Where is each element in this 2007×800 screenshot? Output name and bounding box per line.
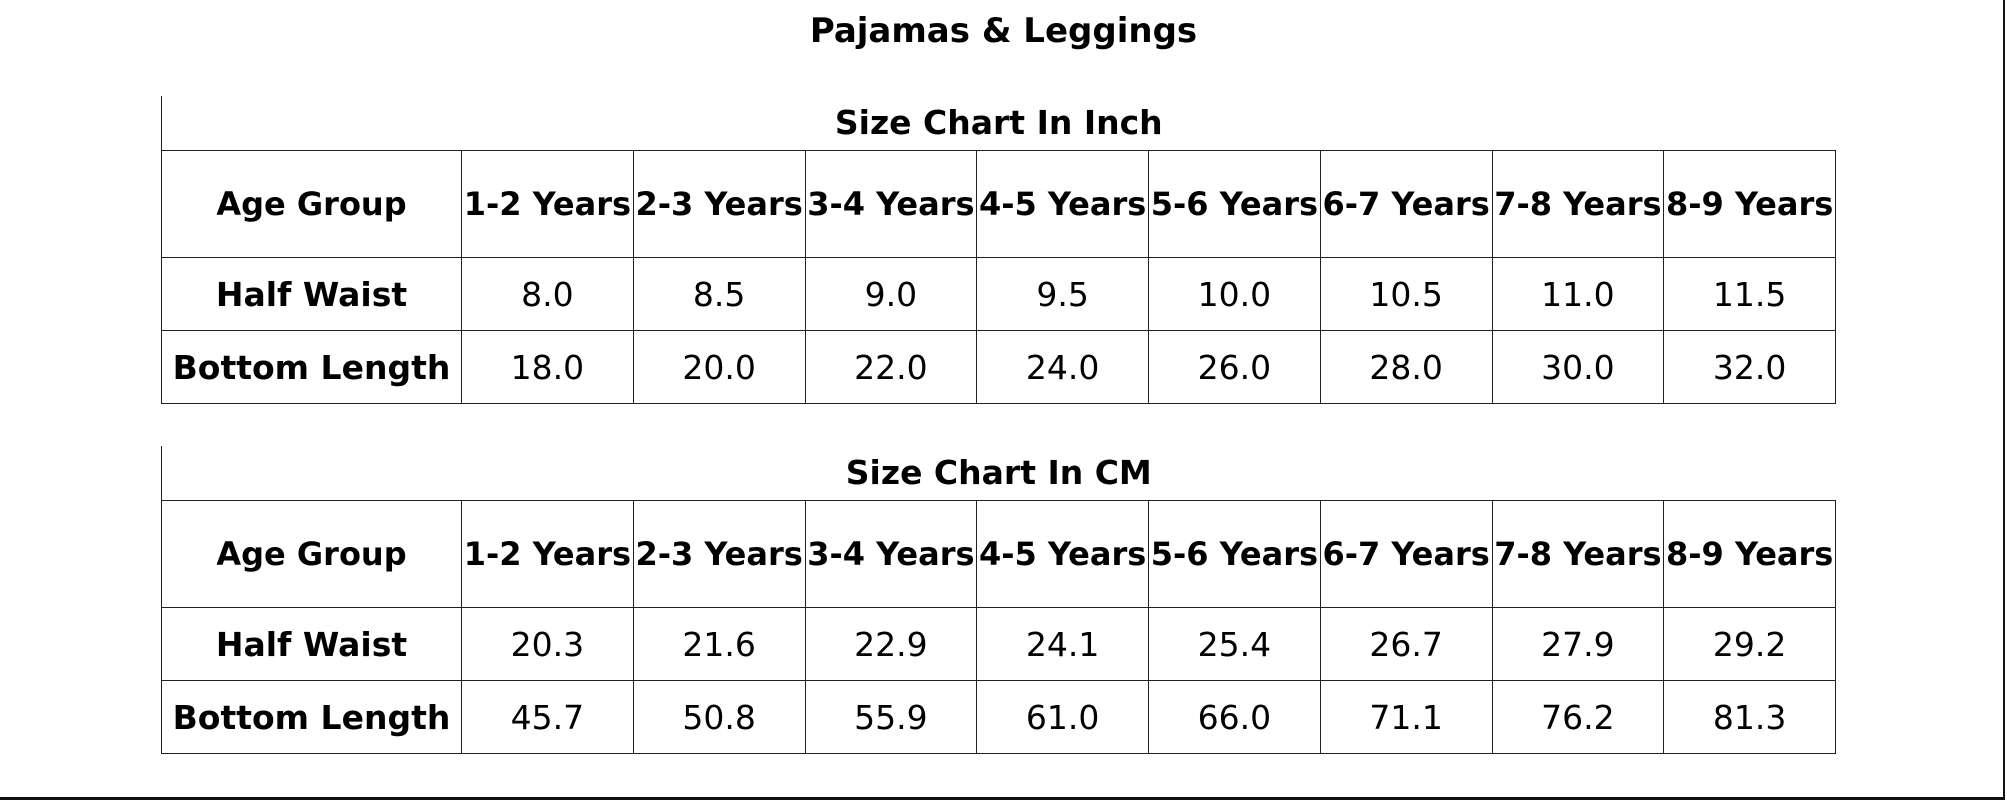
table-cell: 22.9 <box>804 607 978 681</box>
table-cell: 71.1 <box>1319 680 1493 754</box>
column-header: 5-6 Years <box>1148 150 1321 258</box>
size-chart-cm-table: Size Chart In CM Age Group 1-2 Years 2-3… <box>160 446 1837 754</box>
column-header: 4-5 Years <box>976 500 1149 608</box>
table-row: Half Waist 20.3 21.6 22.9 24.1 25.4 26.7… <box>161 607 1837 681</box>
table-cell: 25.4 <box>1148 607 1321 681</box>
table-cell: 20.3 <box>461 607 634 681</box>
column-header: 2-3 Years <box>632 500 806 608</box>
row-label: Bottom Length <box>161 330 462 404</box>
table-cell: 20.0 <box>632 330 806 404</box>
column-header: 2-3 Years <box>632 150 806 258</box>
table-caption-row: Size Chart In Inch <box>160 96 1836 151</box>
table-cell: 10.0 <box>1148 257 1321 331</box>
row-label: Bottom Length <box>161 680 462 754</box>
table-cell: 21.6 <box>632 607 806 681</box>
table-cell: 26.0 <box>1148 330 1321 404</box>
table-cell: 29.2 <box>1663 607 1837 681</box>
table-cell: 22.0 <box>804 330 978 404</box>
table-cell: 18.0 <box>461 330 634 404</box>
column-header: 6-7 Years <box>1319 500 1493 608</box>
table-cell: 61.0 <box>976 680 1149 754</box>
table-cell: 26.7 <box>1319 607 1493 681</box>
table-row: Bottom Length 45.7 50.8 55.9 61.0 66.0 7… <box>161 680 1837 754</box>
table-cell: 8.5 <box>632 257 806 331</box>
table-cell: 24.0 <box>976 330 1149 404</box>
table-cell: 28.0 <box>1319 330 1493 404</box>
column-header: 7-8 Years <box>1491 500 1665 608</box>
column-header: 8-9 Years <box>1663 150 1837 258</box>
column-header: 5-6 Years <box>1148 500 1321 608</box>
table-caption-row: Size Chart In CM <box>160 446 1836 501</box>
table-cell: 81.3 <box>1663 680 1837 754</box>
table-header-row: Age Group 1-2 Years 2-3 Years 3-4 Years … <box>161 500 1837 608</box>
table-cell: 50.8 <box>632 680 806 754</box>
table-cell: 45.7 <box>461 680 634 754</box>
table-cell: 32.0 <box>1663 330 1837 404</box>
table-cell: 24.1 <box>976 607 1149 681</box>
table-cell: 30.0 <box>1491 330 1665 404</box>
table-cell: 10.5 <box>1319 257 1493 331</box>
column-header: 8-9 Years <box>1663 500 1837 608</box>
table-cell: 76.2 <box>1491 680 1665 754</box>
size-chart-inch-table: Size Chart In Inch Age Group 1-2 Years 2… <box>160 96 1837 404</box>
column-header: 7-8 Years <box>1491 150 1665 258</box>
table-cell: 8.0 <box>461 257 634 331</box>
table-row: Half Waist 8.0 8.5 9.0 9.5 10.0 10.5 11.… <box>161 257 1837 331</box>
table-cell: 9.5 <box>976 257 1149 331</box>
table-cell: 11.0 <box>1491 257 1665 331</box>
column-header: 4-5 Years <box>976 150 1149 258</box>
table-header-row: Age Group 1-2 Years 2-3 Years 3-4 Years … <box>161 150 1837 258</box>
table-cell: 11.5 <box>1663 257 1837 331</box>
page-title: Pajamas & Leggings <box>809 11 1198 51</box>
table-caption: Size Chart In Inch <box>160 96 1836 151</box>
table-cell: 66.0 <box>1148 680 1321 754</box>
table-row: Bottom Length 18.0 20.0 22.0 24.0 26.0 2… <box>161 330 1837 404</box>
table-cell: 27.9 <box>1491 607 1665 681</box>
table-cell: 55.9 <box>804 680 978 754</box>
column-header: 1-2 Years <box>461 500 634 608</box>
table-caption: Size Chart In CM <box>160 446 1836 501</box>
column-header: 6-7 Years <box>1319 150 1493 258</box>
header-label: Age Group <box>161 150 462 258</box>
column-header: 3-4 Years <box>804 150 978 258</box>
row-label: Half Waist <box>161 257 462 331</box>
column-header: 3-4 Years <box>804 500 978 608</box>
header-label: Age Group <box>161 500 462 608</box>
table-cell: 9.0 <box>804 257 978 331</box>
row-label: Half Waist <box>161 607 462 681</box>
column-header: 1-2 Years <box>461 150 634 258</box>
